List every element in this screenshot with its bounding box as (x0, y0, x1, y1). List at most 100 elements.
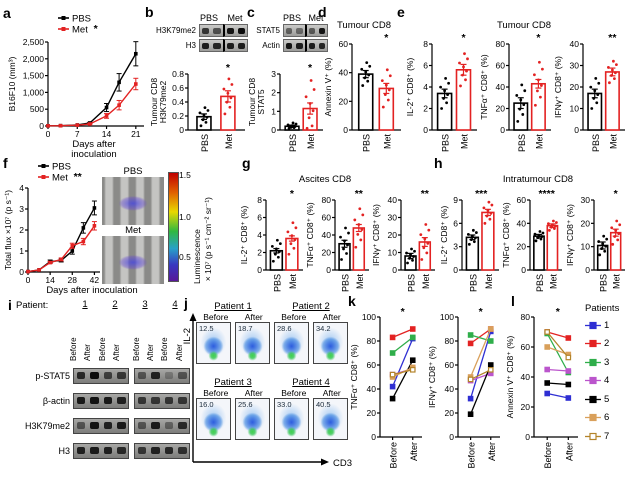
blot-band (76, 447, 85, 454)
blot-strip (222, 39, 248, 52)
flow-column-label: Before (203, 312, 229, 322)
svg-text:1: 1 (19, 246, 24, 256)
colorbar-tick: 1.0 (179, 212, 191, 222)
flow-density-blob (236, 399, 269, 439)
svg-text:10: 10 (388, 248, 398, 258)
flow-column-labels: Before After (273, 388, 349, 398)
svg-text:Days after inoculation: Days after inoculation (46, 285, 137, 296)
legend-item-label: 6 (604, 412, 610, 424)
blot-band (90, 422, 99, 429)
blot-strip (134, 417, 190, 434)
flow-patient-block: Patient 1 Before After 12.5 18.7 (195, 301, 271, 364)
svg-text:20: 20 (388, 230, 398, 240)
svg-text:0: 0 (46, 129, 51, 139)
panel-b-blot: PBS Met H3K79me2 H3 (150, 13, 248, 53)
svg-text:100: 100 (440, 312, 454, 322)
flow-density-blob (197, 323, 230, 363)
blot-row-label: STAT5 (256, 26, 280, 35)
blot-header-pbs: PBS (282, 13, 301, 23)
flow-patient-title: Patient 3 (214, 377, 252, 388)
panel-label-e: e (397, 4, 405, 20)
svg-text:TNFα⁺ CD8⁺ (%): TNFα⁺ CD8⁺ (%) (479, 54, 489, 120)
svg-text:*: * (536, 32, 541, 44)
svg-text:0: 0 (585, 265, 590, 275)
colorbar-label-name: Luminescence (192, 229, 202, 284)
blot-band (318, 42, 325, 49)
svg-text:4: 4 (257, 230, 262, 240)
legend-item-label: 1 (604, 319, 610, 331)
svg-text:60: 60 (322, 213, 332, 223)
blot-strip (304, 39, 328, 52)
blot-band (103, 372, 112, 379)
blot-strip (73, 442, 129, 459)
legend-item: 5 (585, 390, 628, 409)
panel-g-title: Ascites CD8 (298, 174, 352, 185)
mice-image-met (102, 236, 164, 284)
svg-text:Annexin V⁺ CD8⁺ (%): Annexin V⁺ CD8⁺ (%) (505, 335, 515, 418)
flow-plot: 16.0 (196, 398, 231, 440)
panel-label-f: f (3, 155, 8, 171)
svg-text:Met: Met (534, 134, 544, 150)
svg-text:Met: Met (484, 274, 494, 290)
svg-text:*: * (479, 306, 484, 318)
mice-image-pbs (102, 177, 164, 225)
blot-band (103, 422, 112, 429)
mice-group-label-pbs: PBS (123, 166, 143, 177)
svg-text:20: 20 (581, 218, 591, 228)
svg-text:6: 6 (257, 213, 262, 223)
patient-number: 1 (82, 299, 88, 310)
svg-text:40: 40 (570, 39, 580, 49)
svg-text:21: 21 (131, 129, 141, 139)
flow-plot: 12.5 (196, 322, 231, 364)
svg-text:****: **** (538, 188, 555, 200)
svg-text:TNFα⁺ CD8⁺ (%): TNFα⁺ CD8⁺ (%) (305, 202, 315, 268)
blot-row: H3K79me2 (6, 413, 190, 438)
svg-text:STAT5: STAT5 (256, 89, 266, 114)
blot-band (151, 447, 160, 454)
blot-band (226, 27, 234, 34)
flow-density-blob (236, 323, 269, 363)
svg-text:*: * (384, 32, 389, 44)
blot-band (213, 27, 221, 34)
svg-text:inoculation: inoculation (71, 149, 116, 160)
flow-grid: Patient 1 Before After 12.5 18.7 Patient 2 Bef… (194, 301, 352, 453)
svg-text:***: *** (475, 188, 488, 200)
blot-header-met: Met (227, 13, 243, 23)
flow-column-label: Before (281, 312, 307, 322)
legend-marker-icon (585, 358, 601, 366)
blot-band (151, 397, 160, 404)
svg-text:**: ** (74, 171, 83, 183)
flow-patient-block: Patient 2 Before After 28.6 34.2 (273, 301, 349, 364)
svg-text:20: 20 (521, 402, 531, 412)
svg-text:6: 6 (453, 218, 458, 228)
patient-label: Patient: (16, 300, 49, 311)
blot-strip (73, 417, 129, 434)
svg-text:40: 40 (445, 384, 455, 394)
blot-row: β-actin (6, 388, 190, 413)
svg-text:*: * (290, 188, 295, 200)
flow-patient-block: Patient 4 Before After 33.0 40.5 (273, 377, 349, 440)
svg-text:PBS: PBS (407, 274, 417, 292)
svg-text:**: ** (355, 188, 364, 200)
blot-band (202, 42, 210, 49)
svg-text:0: 0 (453, 265, 458, 275)
svg-text:0: 0 (423, 125, 428, 135)
legend-item: 7 (585, 427, 628, 446)
blot-strip (199, 24, 224, 37)
svg-text:0: 0 (500, 125, 505, 135)
lane-label: Before (97, 337, 107, 361)
svg-text:*: * (614, 188, 619, 200)
ascites-tnfa-bar-chart: 0 20 40 60 80 TNFα⁺ CD8⁺ (%) PBS Met ** (305, 186, 372, 298)
svg-text:PBS: PBS (441, 134, 451, 152)
flow-gate-value: 16.0 (199, 400, 214, 409)
blot-band (178, 372, 187, 379)
svg-text:14: 14 (45, 275, 55, 285)
lane-label: After (112, 344, 122, 361)
svg-text:20: 20 (367, 408, 377, 418)
blot-header-pbs: PBS (199, 13, 218, 23)
intratumour-ifng-bar-chart: 0 10 20 30 IFNγ⁺ CD8⁺ (%) PBS Met * (565, 186, 628, 298)
svg-text:0: 0 (525, 432, 530, 442)
svg-text:IFNγ⁺ CD8⁺ (%): IFNγ⁺ CD8⁺ (%) (371, 204, 381, 266)
svg-text:*: * (94, 23, 99, 35)
blot-band (178, 447, 187, 454)
